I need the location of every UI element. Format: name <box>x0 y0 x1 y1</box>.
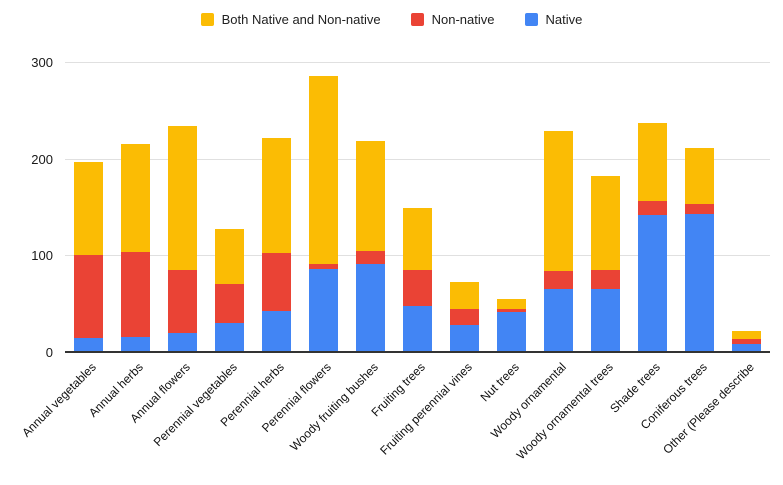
bar-segment-native[interactable] <box>450 324 479 352</box>
bar-segment-non-native[interactable] <box>403 269 432 306</box>
bar-nut-trees[interactable] <box>497 298 526 352</box>
gridline-300 <box>65 62 770 63</box>
y-tick-label-300: 300 <box>31 55 53 70</box>
bar-segment-both-native-and-non-native[interactable] <box>403 207 432 270</box>
bar-annual-herbs[interactable] <box>121 144 150 352</box>
bar-woody-ornamental-trees[interactable] <box>591 176 620 352</box>
bar-other-please-describe[interactable] <box>732 330 761 352</box>
bar-segment-both-native-and-non-native[interactable] <box>732 330 761 340</box>
legend-label-non-native: Non-native <box>431 12 495 27</box>
legend-item-both[interactable]: Both Native and Non-native <box>200 12 381 27</box>
bar-segment-native[interactable] <box>309 268 338 352</box>
bar-annual-vegetables[interactable] <box>74 161 103 352</box>
bar-segment-both-native-and-non-native[interactable] <box>591 176 620 270</box>
bar-segment-both-native-and-non-native[interactable] <box>685 148 714 205</box>
bar-segment-native[interactable] <box>685 213 714 352</box>
bar-shade-trees[interactable] <box>638 122 667 352</box>
bar-segment-non-native[interactable] <box>591 269 620 290</box>
legend-label-both: Both Native and Non-native <box>221 12 381 27</box>
bar-segment-native[interactable] <box>403 305 432 352</box>
bar-segment-both-native-and-non-native[interactable] <box>215 229 244 285</box>
bar-segment-native[interactable] <box>121 336 150 352</box>
legend-swatch-non-native-icon <box>410 13 424 26</box>
bar-segment-both-native-and-non-native[interactable] <box>121 144 150 253</box>
plot-area <box>65 62 770 353</box>
bar-segment-both-native-and-non-native[interactable] <box>497 298 526 309</box>
bar-segment-both-native-and-non-native[interactable] <box>450 282 479 309</box>
x-axis-line <box>65 351 770 353</box>
bar-segment-both-native-and-non-native[interactable] <box>638 122 667 202</box>
bar-segment-non-native[interactable] <box>732 339 761 345</box>
bar-segment-non-native[interactable] <box>356 251 385 265</box>
bar-segment-non-native[interactable] <box>309 264 338 269</box>
bar-segment-both-native-and-non-native[interactable] <box>262 138 291 254</box>
bar-segment-both-native-and-non-native[interactable] <box>168 125 197 270</box>
bar-fruiting-perennial-vines[interactable] <box>450 282 479 352</box>
bar-segment-native[interactable] <box>591 289 620 352</box>
bar-annual-flowers[interactable] <box>168 125 197 352</box>
bar-segment-native[interactable] <box>356 264 385 352</box>
bar-segment-both-native-and-non-native[interactable] <box>74 161 103 256</box>
bar-coniferous-trees[interactable] <box>685 148 714 352</box>
bar-perennial-vegetables[interactable] <box>215 229 244 352</box>
bar-woody-fruiting-bushes[interactable] <box>356 141 385 352</box>
bar-segment-both-native-and-non-native[interactable] <box>309 75 338 265</box>
bar-segment-native[interactable] <box>168 332 197 352</box>
bar-segment-non-native[interactable] <box>262 253 291 312</box>
bar-segment-non-native[interactable] <box>121 252 150 337</box>
bar-segment-native[interactable] <box>638 214 667 352</box>
legend-swatch-native-icon <box>524 13 538 26</box>
y-tick-label-100: 100 <box>31 248 53 264</box>
y-tick-label-200: 200 <box>31 151 53 167</box>
chart-legend: Both Native and Non-native Non-native Na… <box>0 12 783 27</box>
bar-segment-non-native[interactable] <box>215 284 244 323</box>
bar-segment-both-native-and-non-native[interactable] <box>356 141 385 252</box>
bar-segment-native[interactable] <box>215 323 244 352</box>
gridline-200 <box>65 158 770 160</box>
bar-perennial-herbs[interactable] <box>262 138 291 352</box>
bar-perennial-flowers[interactable] <box>309 75 338 352</box>
bar-segment-native[interactable] <box>497 312 526 352</box>
bar-segment-non-native[interactable] <box>74 255 103 339</box>
bar-segment-non-native[interactable] <box>638 201 667 215</box>
bar-segment-non-native[interactable] <box>685 204 714 214</box>
bar-segment-non-native[interactable] <box>544 270 573 290</box>
bar-fruiting-trees[interactable] <box>403 207 432 352</box>
legend-label-native: Native <box>545 12 583 27</box>
bar-segment-native[interactable] <box>262 311 291 352</box>
bar-segment-non-native[interactable] <box>450 308 479 325</box>
bar-segment-both-native-and-non-native[interactable] <box>544 130 573 271</box>
legend-swatch-both-icon <box>200 13 214 26</box>
legend-item-native[interactable]: Native <box>524 12 583 27</box>
bar-woody-ornamental[interactable] <box>544 130 573 352</box>
y-tick-label-0: 0 <box>45 345 53 360</box>
bar-segment-non-native[interactable] <box>168 269 197 333</box>
bar-segment-native[interactable] <box>74 338 103 352</box>
bar-segment-non-native[interactable] <box>497 308 526 313</box>
bar-segment-native[interactable] <box>544 289 573 352</box>
bar-segment-native[interactable] <box>732 344 761 352</box>
legend-item-non-native[interactable]: Non-native <box>410 12 495 27</box>
